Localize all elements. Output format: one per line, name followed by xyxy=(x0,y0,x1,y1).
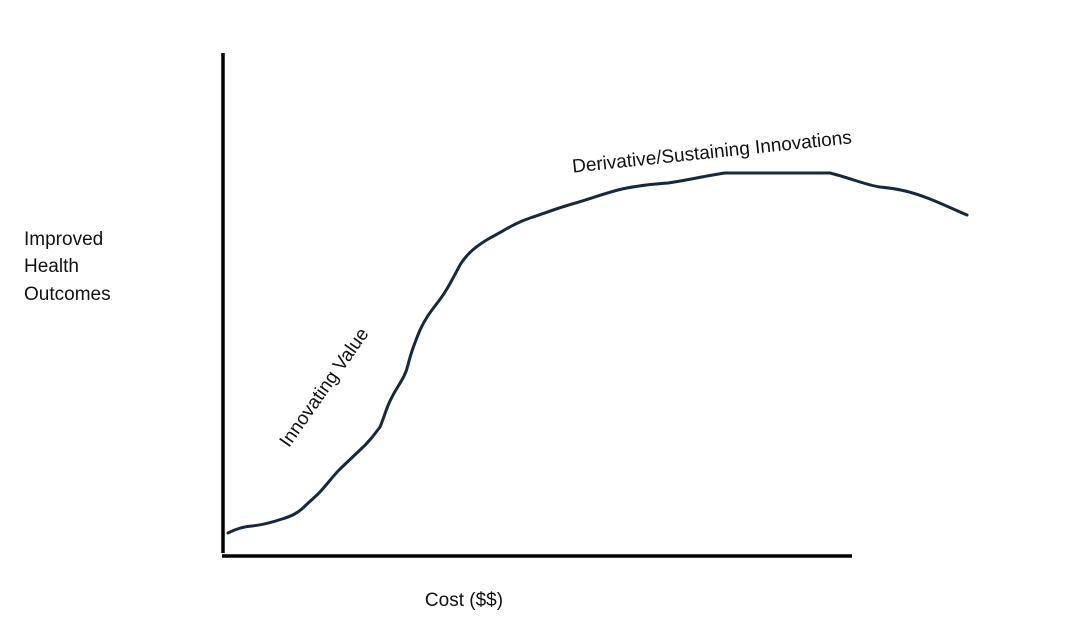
y-axis-label-line: Improved xyxy=(24,229,103,250)
y-axis-label-line: Outcomes xyxy=(24,284,111,305)
y-axis-label-line: Health xyxy=(24,256,79,277)
value-curve xyxy=(226,171,969,535)
x-axis-label: Cost ($$) xyxy=(425,590,503,611)
